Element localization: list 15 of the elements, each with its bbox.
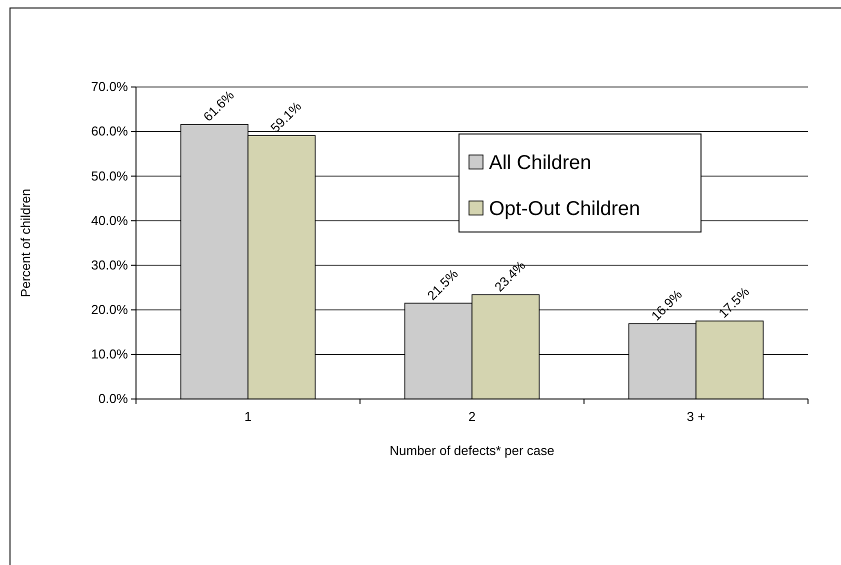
y-tick-label: 0.0%: [98, 391, 128, 406]
y-tick-label: 20.0%: [91, 302, 128, 318]
x-tick-label: 1: [244, 409, 252, 424]
x-axis-title: Number of defects* per case: [390, 443, 554, 458]
y-tick-label: 10.0%: [91, 346, 128, 362]
legend-label: Opt-Out Children: [489, 198, 640, 220]
x-tick-label: 3 +: [686, 409, 706, 424]
y-tick-label: 50.0%: [91, 168, 128, 184]
legend-label: All Children: [489, 152, 592, 174]
y-tick-label: 60.0%: [91, 124, 128, 139]
y-axis-title: Percent of children: [18, 188, 33, 298]
x-tick-label: 2: [468, 409, 476, 424]
y-tick-label: 40.0%: [91, 212, 128, 228]
y-tick-label: 30.0%: [91, 257, 128, 272]
y-tick-label: 70.0%: [91, 79, 128, 94]
